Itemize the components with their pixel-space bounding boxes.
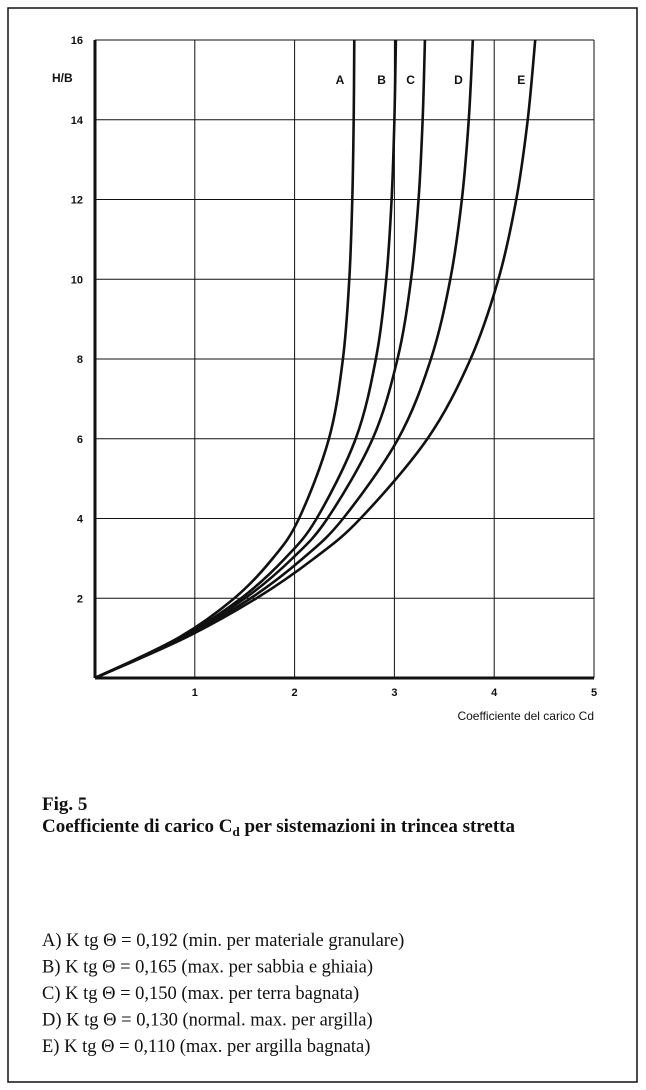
- x-tick-label: 3: [391, 687, 397, 699]
- caption-part: per sistemazioni in trincea stretta: [240, 816, 516, 837]
- y-tick-label: 10: [71, 274, 83, 286]
- curve-label: B: [377, 73, 386, 87]
- y-tick-label: 14: [71, 115, 84, 127]
- curve: [94, 39, 537, 680]
- y-tick-label: 8: [77, 354, 83, 366]
- y-tick-label: 2: [77, 593, 83, 605]
- caption-subscript: d: [232, 824, 240, 839]
- frame: [7, 7, 638, 1083]
- curve: [94, 39, 475, 680]
- note: A) K tg Θ = 0,192 (min. per materiale gr…: [42, 931, 404, 951]
- x-axis-label: Coefficiente del carico Cd: [457, 709, 594, 723]
- curve-label: C: [406, 73, 415, 87]
- x-tick-label: 5: [591, 687, 597, 699]
- figure-number: Fig. 5: [42, 794, 87, 815]
- curve: [94, 39, 398, 680]
- y-tick-label: 12: [71, 195, 83, 207]
- y-tick-label: 6: [77, 434, 83, 446]
- y-tick-label: 4: [77, 514, 84, 526]
- curve-label: E: [517, 73, 525, 87]
- y-axis-label: H/B: [52, 71, 73, 85]
- curve: [94, 39, 427, 680]
- note: C) K tg Θ = 0,150 (max. per terra bagnat…: [42, 984, 359, 1004]
- note: E) K tg Θ = 0,110 (max. per argilla bagn…: [42, 1037, 370, 1057]
- curve: [94, 39, 356, 680]
- y-tick-label: 16: [71, 35, 83, 47]
- caption-part: Coefficiente di carico C: [42, 816, 232, 837]
- x-tick-label: 2: [292, 687, 298, 699]
- x-tick-label: 4: [491, 687, 498, 699]
- curve-label: D: [454, 73, 463, 87]
- x-tick-label: 1: [192, 687, 198, 699]
- note: B) K tg Θ = 0,165 (max. per sabbia e ghi…: [42, 958, 373, 978]
- curve-label: A: [336, 73, 345, 87]
- note: D) K tg Θ = 0,130 (normal. max. per argi…: [42, 1011, 373, 1031]
- caption: Coefficiente di carico Cd per sistemazio…: [42, 816, 515, 839]
